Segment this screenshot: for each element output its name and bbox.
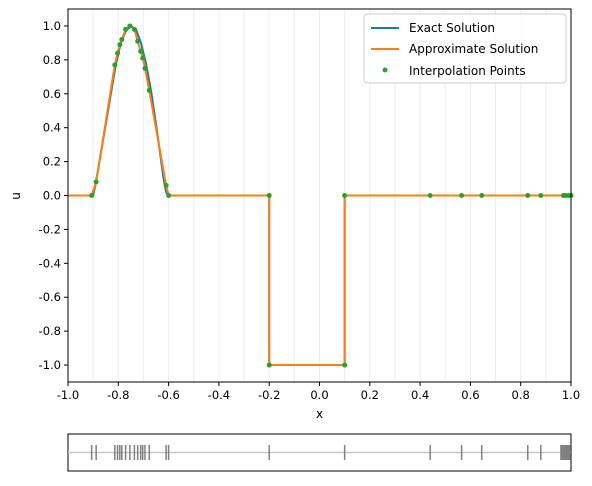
rug-ticks bbox=[90, 445, 571, 460]
data-point bbox=[140, 55, 146, 61]
x-tick-label: 0.2 bbox=[361, 388, 379, 402]
x-tick-label: -1.0 bbox=[57, 388, 79, 402]
data-point bbox=[89, 193, 95, 198]
y-tick-label: -1.0 bbox=[39, 358, 61, 372]
data-point bbox=[127, 23, 133, 29]
data-point bbox=[266, 193, 272, 198]
y-axis-label: u bbox=[9, 192, 23, 200]
legend-swatch-points bbox=[382, 67, 388, 73]
y-tick-label: 0.0 bbox=[43, 189, 61, 203]
data-point bbox=[479, 193, 485, 198]
y-tick-label: -0.6 bbox=[39, 290, 61, 304]
data-point bbox=[131, 26, 137, 32]
data-point bbox=[135, 38, 141, 44]
data-point bbox=[123, 26, 129, 32]
data-point bbox=[163, 182, 169, 188]
legend-label-points: Interpolation Points bbox=[409, 64, 526, 78]
data-point bbox=[525, 193, 531, 198]
x-tick-label: 0.8 bbox=[512, 388, 530, 402]
legend-box bbox=[363, 13, 567, 84]
y-tick-label: 0.6 bbox=[43, 87, 61, 101]
data-point bbox=[119, 37, 125, 43]
data-point bbox=[142, 65, 148, 71]
y-tick-label: 0.2 bbox=[43, 155, 61, 169]
y-tick-label: -0.2 bbox=[39, 222, 61, 236]
data-point bbox=[117, 42, 123, 48]
x-tick-label: 0.0 bbox=[310, 388, 328, 402]
data-point bbox=[146, 87, 152, 93]
data-point bbox=[427, 193, 433, 198]
y-tick-label: 0.8 bbox=[43, 53, 61, 67]
series-line-approximate bbox=[68, 24, 571, 367]
data-point bbox=[138, 48, 144, 54]
x-axis: -1.0 -0.8 -0.6 -0.4 -0.2 0.0 0.2 0.4 0.6 0.8 1.0 bbox=[57, 382, 580, 402]
series-layer bbox=[68, 23, 574, 368]
x-tick-label: 0.4 bbox=[411, 388, 429, 402]
x-tick-label: 0.6 bbox=[461, 388, 479, 402]
x-tick-label: -0.2 bbox=[258, 388, 280, 402]
legend-label-approx: Approximate Solution bbox=[409, 42, 538, 56]
x-tick-label: -0.8 bbox=[107, 388, 129, 402]
x-tick-label: -0.6 bbox=[157, 388, 179, 402]
x-tick-label: 1.0 bbox=[562, 388, 580, 402]
y-axis: -1.0 -0.8 -0.6 -0.4 -0.2 0.0 0.2 0.4 0.6 0.8 1.0 bbox=[39, 19, 68, 372]
data-point bbox=[342, 193, 348, 198]
y-tick-label: -0.8 bbox=[39, 324, 61, 338]
x-axis-label: x bbox=[316, 407, 323, 421]
y-tick-label: 0.4 bbox=[43, 121, 61, 135]
legend: Exact Solution Approximate Solution Inte… bbox=[363, 13, 567, 84]
y-tick-label: -0.4 bbox=[39, 256, 61, 270]
data-point bbox=[459, 193, 465, 198]
data-point bbox=[112, 62, 118, 68]
y-tick-label: 1.0 bbox=[43, 19, 61, 33]
data-point bbox=[93, 179, 99, 185]
x-tick-label: -0.4 bbox=[208, 388, 230, 402]
data-point bbox=[342, 362, 348, 368]
rug-plot bbox=[67, 433, 572, 472]
legend-label-exact: Exact Solution bbox=[409, 21, 495, 35]
data-point bbox=[166, 193, 172, 198]
data-point bbox=[538, 193, 544, 198]
data-point bbox=[115, 50, 121, 56]
data-point bbox=[266, 362, 272, 368]
